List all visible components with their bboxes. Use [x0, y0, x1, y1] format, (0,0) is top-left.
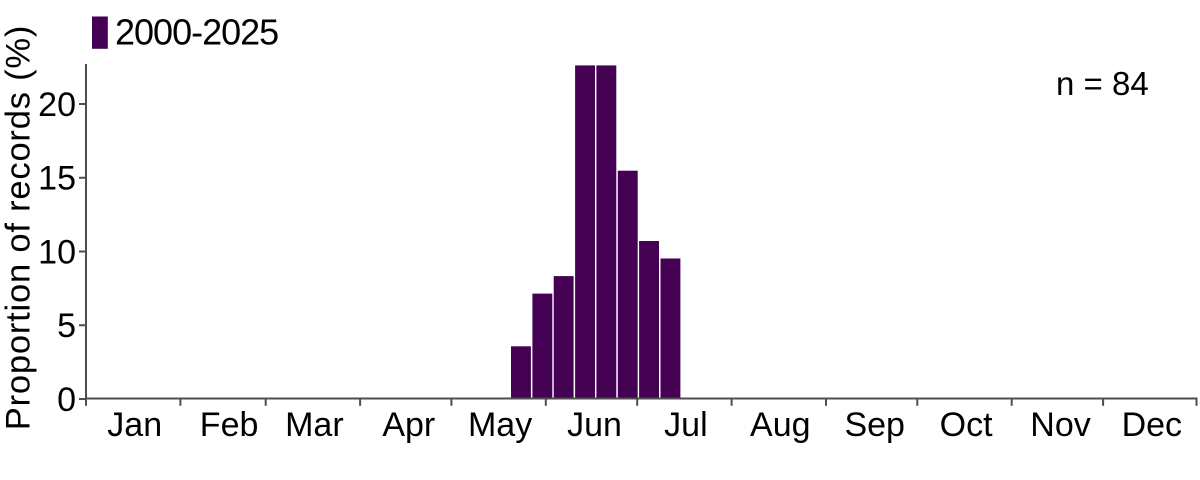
svg-text:n = 84: n = 84	[1056, 65, 1149, 102]
svg-text:Nov: Nov	[1030, 406, 1090, 444]
svg-text:Dec: Dec	[1122, 406, 1182, 444]
svg-text:May: May	[468, 406, 532, 444]
svg-text:15: 15	[38, 160, 76, 198]
svg-text:Jan: Jan	[107, 406, 162, 444]
svg-text:Oct: Oct	[940, 406, 993, 444]
svg-text:Mar: Mar	[285, 406, 344, 444]
svg-text:Feb: Feb	[200, 406, 259, 444]
svg-text:Proportion of records (%): Proportion of records (%)	[0, 25, 38, 430]
svg-text:Sep: Sep	[844, 406, 905, 444]
svg-text:Jun: Jun	[567, 406, 622, 444]
svg-text:10: 10	[38, 233, 76, 271]
svg-text:0: 0	[57, 381, 76, 419]
svg-text:Aug: Aug	[750, 406, 811, 444]
svg-text:2000-2025: 2000-2025	[115, 12, 278, 53]
svg-text:Apr: Apr	[382, 406, 435, 444]
svg-text:5: 5	[57, 307, 76, 345]
svg-text:Jul: Jul	[664, 406, 707, 444]
svg-text:20: 20	[38, 86, 76, 124]
